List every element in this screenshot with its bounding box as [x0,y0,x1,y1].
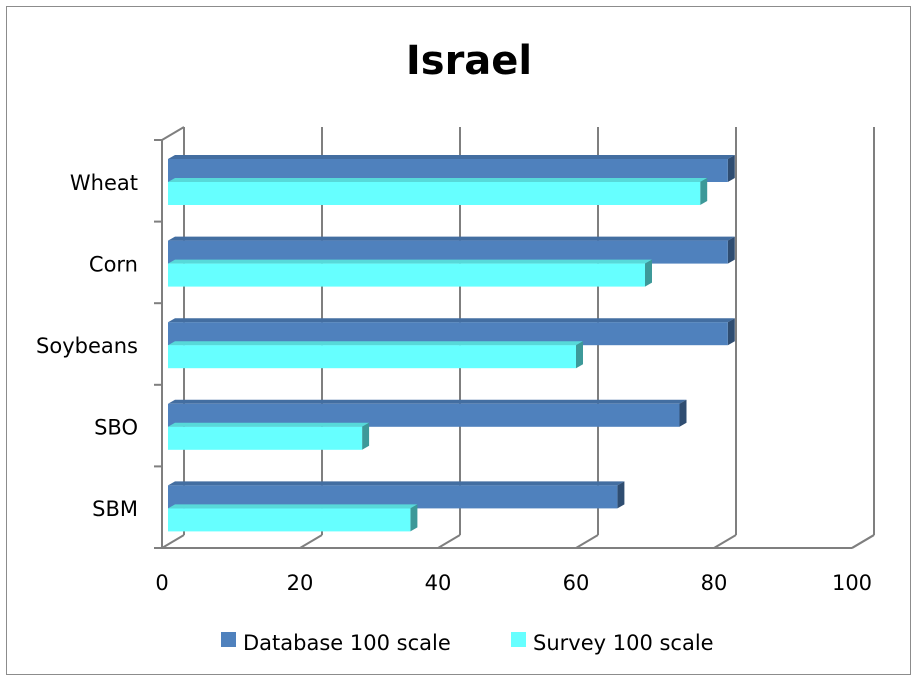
bar [168,182,701,205]
legend: Database 100 scale Survey 100 scale [221,631,714,655]
legend-swatch [221,632,236,647]
x-tick-label: 0 [155,571,168,595]
gridline-floor [575,534,599,549]
bar-top-face [168,178,708,182]
gridline-floor [713,534,737,549]
bar [168,322,728,346]
bar-side-face [727,318,735,346]
category-label: Corn [89,252,138,276]
bar-side-face [362,422,370,450]
legend-label: Database 100 scale [243,631,451,655]
bar-side-face [645,259,652,287]
bar [168,403,680,427]
category-label: SBM [92,497,138,521]
bar-top-face [168,399,687,404]
bars [168,155,735,532]
floor-right-edge [851,534,875,549]
bar-top-face [168,155,735,159]
floor-left-edge [161,534,185,549]
category-label: SBO [94,416,138,440]
bar [168,345,576,369]
bar [168,426,363,450]
bar-top-face [168,481,625,486]
bar-top-face [168,318,735,323]
gridline-floor [437,534,461,549]
bar [168,159,728,182]
bar [168,485,618,509]
bar-side-face [727,236,735,264]
legend-label: Survey 100 scale [533,631,714,655]
bar-side-face [617,481,625,509]
bar [168,508,411,532]
chart-title: Israel [406,38,532,84]
legend-swatch [511,632,526,647]
bar-top-face [168,422,370,427]
bar-top-face [168,236,735,241]
category-label: Soybeans [36,334,138,358]
x-tick-label: 60 [563,571,590,595]
x-tick-label: 100 [832,571,872,595]
top-left-edge [161,126,185,141]
x-tick-label: 80 [701,571,728,595]
bar-top-face [168,259,652,264]
bar [168,240,728,264]
bar-side-face [410,504,418,532]
gridline-floor [299,534,323,549]
bar-side-face [727,155,735,182]
bar-side-face [576,341,583,369]
bar-side-face [700,178,708,205]
bar-side-face [679,399,687,427]
x-tick-label: 40 [425,571,452,595]
x-tick-label: 20 [287,571,314,595]
bar-top-face [168,504,418,509]
bar-top-face [168,341,583,346]
category-label: Wheat [70,171,138,195]
bar [168,263,645,287]
axes: Wheat Corn Soybeans SBO SBM 0 20 40 60 80 100 [36,139,875,595]
